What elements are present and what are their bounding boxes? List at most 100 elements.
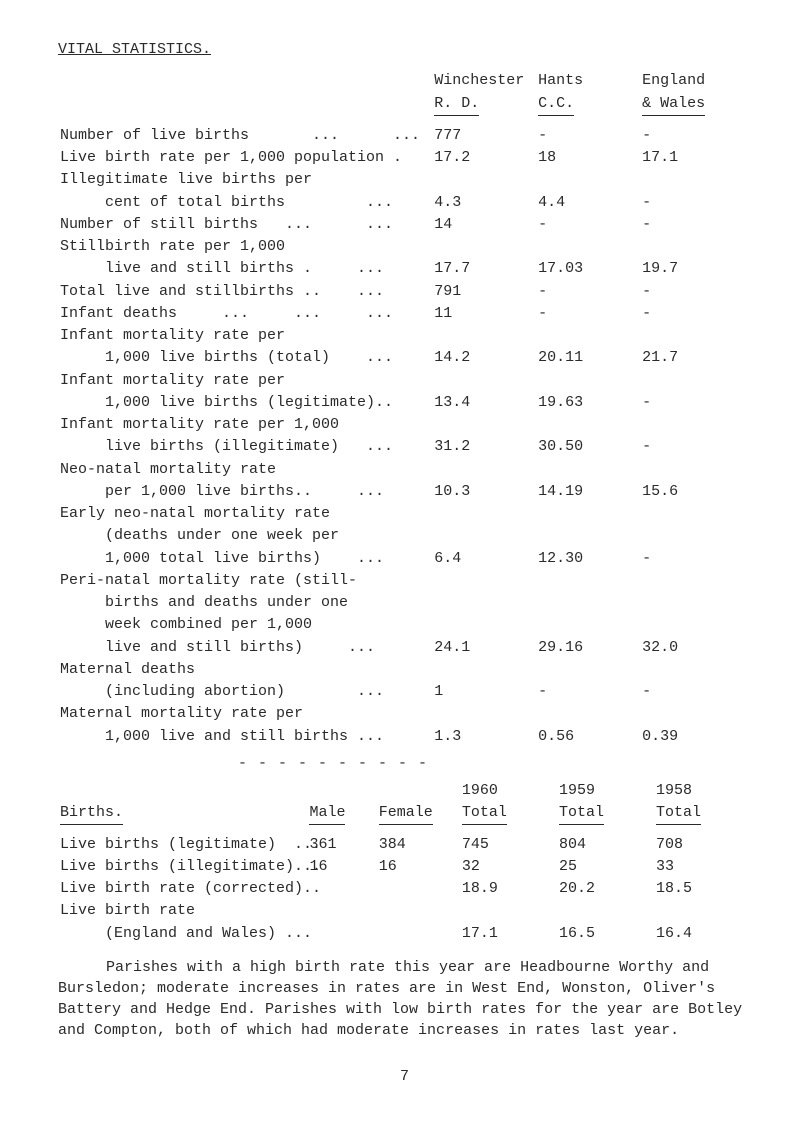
- row-val-england: 32.0: [640, 637, 751, 659]
- table-row: Number of still births ... ...14--: [58, 214, 751, 236]
- row-1959: [557, 900, 654, 922]
- row-female: 16: [377, 856, 460, 878]
- row-1958: [654, 900, 751, 922]
- row-val-winchester: [432, 503, 536, 525]
- row-1958: 708: [654, 834, 751, 856]
- row-label: Number of still births ... ...: [58, 214, 432, 236]
- row-label: Stillbirth rate per 1,000: [58, 236, 432, 258]
- table-row: Stillbirth rate per 1,000: [58, 236, 751, 258]
- hdr-births: Births.: [60, 803, 123, 824]
- table-row: Live birth rate (corrected)..18.920.218.…: [58, 878, 751, 900]
- row-val-england: -: [640, 436, 751, 458]
- sub-header-row-1: 1960 1959 1958: [58, 780, 751, 802]
- vital-stats-table: Winchester Hants England R. D. C.C. & Wa…: [58, 70, 751, 748]
- row-val-england: 0.39: [640, 726, 751, 748]
- row-male: 16: [307, 856, 376, 878]
- row-label: Live birth rate (corrected)..: [58, 878, 307, 900]
- col2-hdr1: Hants: [536, 70, 640, 92]
- table-row: births and deaths under one: [58, 592, 751, 614]
- table-row: Illegitimate live births per: [58, 169, 751, 191]
- table-row: live and still births . ...17.717.0319.7: [58, 258, 751, 280]
- row-val-winchester: [432, 703, 536, 725]
- row-val-england: [640, 169, 751, 191]
- table-row: Live births (legitimate) ...361384745804…: [58, 834, 751, 856]
- row-val-england: 19.7: [640, 258, 751, 280]
- row-label: Infant mortality rate per 1,000: [58, 414, 432, 436]
- header-row-2: R. D. C.C. & Wales: [58, 93, 751, 117]
- row-label: Infant mortality rate per: [58, 370, 432, 392]
- row-val-hants: [536, 236, 640, 258]
- table-row: 1,000 live births (legitimate)..13.419.6…: [58, 392, 751, 414]
- row-val-hants: [536, 570, 640, 592]
- row-val-england: [640, 659, 751, 681]
- row-label: per 1,000 live births.. ...: [58, 481, 432, 503]
- table-row: week combined per 1,000: [58, 614, 751, 636]
- row-female: [377, 923, 460, 945]
- row-label: Infant mortality rate per: [58, 325, 432, 347]
- row-val-england: -: [640, 125, 751, 147]
- row-val-winchester: 17.2: [432, 147, 536, 169]
- row-val-hants: [536, 525, 640, 547]
- row-label: Total live and stillbirths .. ...: [58, 281, 432, 303]
- table-row: cent of total births ...4.34.4-: [58, 192, 751, 214]
- row-val-hants: [536, 503, 640, 525]
- table-row: Infant mortality rate per 1,000: [58, 414, 751, 436]
- table-row: Infant mortality rate per: [58, 370, 751, 392]
- row-val-winchester: 6.4: [432, 548, 536, 570]
- row-label: Illegitimate live births per: [58, 169, 432, 191]
- row-1958: 18.5: [654, 878, 751, 900]
- row-val-winchester: 1.3: [432, 726, 536, 748]
- col2-hdr2: C.C.: [538, 94, 574, 116]
- row-val-england: [640, 459, 751, 481]
- row-val-england: -: [640, 192, 751, 214]
- row-val-england: -: [640, 303, 751, 325]
- row-val-hants: 29.16: [536, 637, 640, 659]
- row-label: Live births (illegitimate)...: [58, 856, 307, 878]
- row-val-england: [640, 614, 751, 636]
- row-val-winchester: [432, 614, 536, 636]
- table-row: Early neo-natal mortality rate: [58, 503, 751, 525]
- row-label: week combined per 1,000: [58, 614, 432, 636]
- row-val-hants: [536, 459, 640, 481]
- hdr-total-59: Total: [559, 803, 604, 824]
- row-label: 1,000 live and still births ...: [58, 726, 432, 748]
- row-val-winchester: 24.1: [432, 637, 536, 659]
- row-val-england: 15.6: [640, 481, 751, 503]
- row-val-england: [640, 703, 751, 725]
- row-label: Maternal deaths: [58, 659, 432, 681]
- row-val-winchester: 4.3: [432, 192, 536, 214]
- table-row: Maternal deaths: [58, 659, 751, 681]
- row-female: 384: [377, 834, 460, 856]
- row-val-winchester: [432, 414, 536, 436]
- row-label: Live births (legitimate) ...: [58, 834, 307, 856]
- row-1960: 745: [460, 834, 557, 856]
- table-row: (deaths under one week per: [58, 525, 751, 547]
- row-label: live births (illegitimate) ...: [58, 436, 432, 458]
- table-row: (including abortion) ...1--: [58, 681, 751, 703]
- row-val-england: -: [640, 281, 751, 303]
- row-1960: 32: [460, 856, 557, 878]
- row-male: 361: [307, 834, 376, 856]
- table-row: Infant mortality rate per: [58, 325, 751, 347]
- sub-header-row-2: Births. Male Female Total Total Total: [58, 802, 751, 825]
- row-val-winchester: [432, 169, 536, 191]
- row-val-england: [640, 525, 751, 547]
- row-val-england: [640, 503, 751, 525]
- row-val-hants: [536, 414, 640, 436]
- col3-hdr2: & Wales: [642, 94, 705, 116]
- row-label: Number of live births ... ...: [58, 125, 432, 147]
- row-val-hants: [536, 325, 640, 347]
- row-val-winchester: [432, 370, 536, 392]
- row-label: births and deaths under one: [58, 592, 432, 614]
- row-val-hants: [536, 659, 640, 681]
- row-val-hants: [536, 370, 640, 392]
- row-val-winchester: [432, 570, 536, 592]
- row-val-hants: 0.56: [536, 726, 640, 748]
- row-label: Live birth rate: [58, 900, 307, 922]
- col1-hdr2: R. D.: [434, 94, 479, 116]
- divider: - - - - - - - - - -: [238, 754, 751, 774]
- table-row: Total live and stillbirths .. ...791--: [58, 281, 751, 303]
- table-row: Peri-natal mortality rate (still-: [58, 570, 751, 592]
- col3-hdr1: England: [640, 70, 751, 92]
- row-label: Peri-natal mortality rate (still-: [58, 570, 432, 592]
